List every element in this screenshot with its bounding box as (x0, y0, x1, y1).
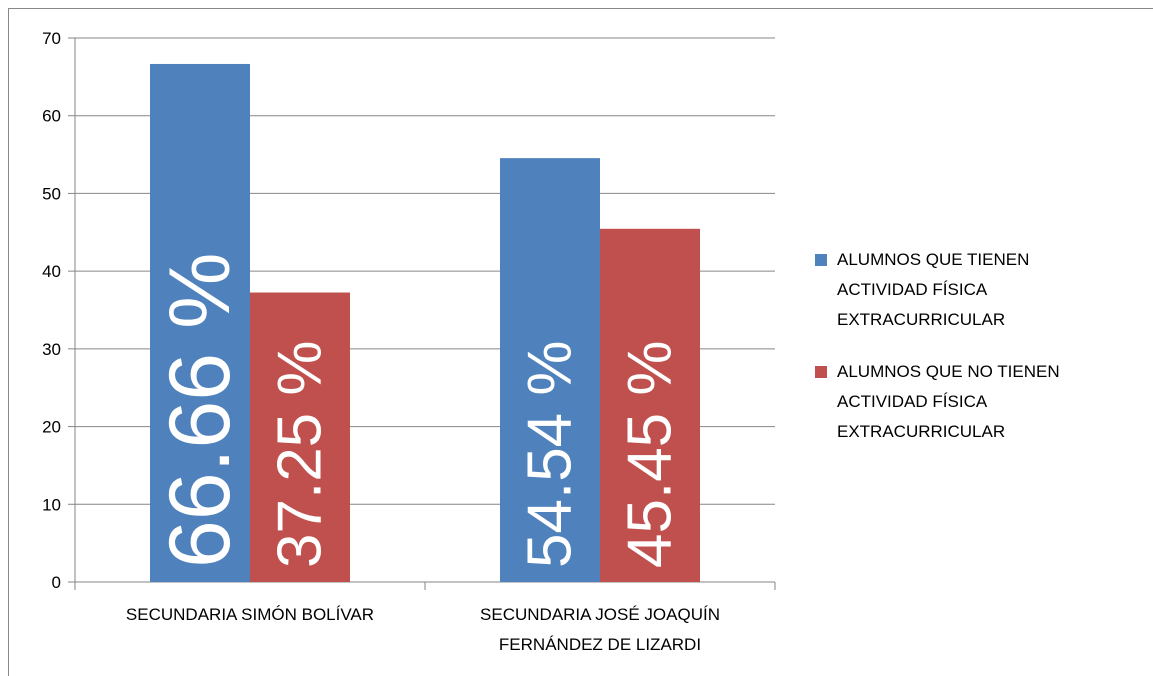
x-tick-label: SECUNDARIA SIMÓN BOLÍVAR (125, 605, 375, 624)
y-tick-label: 50 (42, 184, 61, 203)
legend-swatch (815, 254, 827, 266)
bar (250, 292, 350, 582)
legend-label: ALUMNOS QUE TIENEN ACTIVIDAD FÍSICA EXTR… (837, 250, 1030, 329)
data-label: 54.54 % (516, 340, 585, 568)
data-label: 45.45 % (616, 340, 685, 568)
x-tick-label: SECUNDARIA JOSÉ JOAQUÍN FERNÁNDEZ DE LIZ… (480, 605, 720, 654)
legend-entry: ALUMNOS QUE TIENEN ACTIVIDAD FÍSICA EXTR… (815, 245, 1115, 335)
chart-border (8, 8, 1153, 676)
bar (600, 228, 700, 582)
y-tick-label: 30 (42, 340, 61, 359)
bar (500, 158, 600, 582)
legend-label: ALUMNOS QUE NO TIENEN ACTIVIDAD FÍSICA E… (837, 362, 1060, 441)
bar (150, 63, 250, 583)
data-label: 66.66 % (152, 252, 248, 568)
y-tick-label: 10 (42, 495, 61, 514)
y-tick-label: 0 (52, 573, 61, 592)
y-tick-label: 70 (42, 29, 61, 48)
y-tick-label: 60 (42, 107, 61, 126)
legend-entry: ALUMNOS QUE NO TIENEN ACTIVIDAD FÍSICA E… (815, 357, 1115, 447)
y-tick-label: 20 (42, 418, 61, 437)
y-tick-label: 40 (42, 262, 61, 281)
data-label: 37.25 % (266, 340, 335, 568)
legend-swatch (815, 366, 827, 378)
